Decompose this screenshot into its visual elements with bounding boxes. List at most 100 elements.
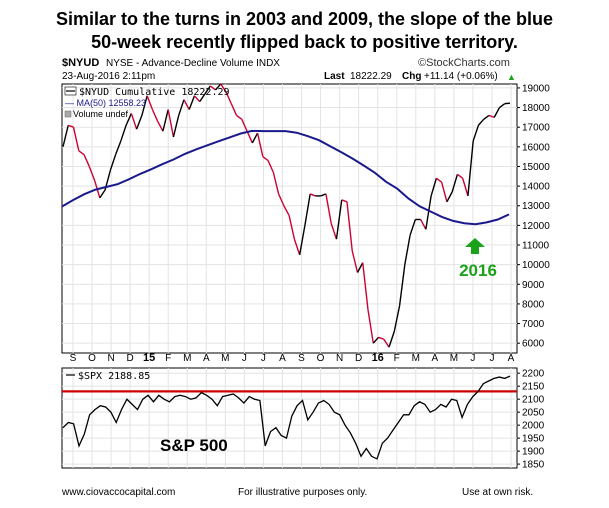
nyud-segment [456, 173, 464, 179]
x-tick-label: O [88, 353, 96, 364]
nyud-segment [109, 154, 117, 171]
y-tick-label: 16000 [522, 142, 550, 153]
nyud-segment [388, 331, 395, 348]
nyud-segment [88, 166, 96, 181]
up-arrow-icon: ▲ [507, 72, 516, 82]
brand-watermark: ©StockCharts.com [418, 57, 510, 69]
ma50-series [61, 129, 510, 226]
chg-value: +11.14 (+0.06%) [424, 71, 498, 82]
headline-line-1: Similar to the turns in 2003 and 2009, t… [55, 9, 554, 29]
nyud-segment [367, 309, 374, 344]
nyud-segment [262, 156, 269, 162]
nyud-segment [440, 181, 448, 202]
nyud-segment [446, 191, 453, 203]
exchange-description: NYSE - Advance-Decline Volume INDX [106, 58, 280, 69]
x-tick-label: F [165, 353, 171, 364]
y-tick-label: 2000 [522, 421, 545, 432]
nyud-segment [204, 85, 211, 95]
nyud-segment [325, 193, 332, 224]
main-legend: $NYUD Cumulative 18222.29— MA(50) 12558.… [64, 86, 230, 119]
nyud-segment [151, 109, 159, 122]
x-tick-label: D [355, 353, 362, 364]
y-tick-label: 1950 [522, 434, 545, 445]
spx-y-axis: 1850 1900 1950 2000 2050 2100 2150 2200 [517, 369, 545, 471]
y-tick-label: 11000 [522, 241, 550, 252]
nyud-segment [304, 193, 311, 226]
legend-swatch-volume [64, 110, 72, 118]
nyud-segment [230, 103, 238, 116]
symbol: $NYUD [62, 57, 100, 69]
nyud-segment [425, 195, 432, 230]
nyud-segment [378, 336, 385, 340]
nyud-segment [467, 140, 474, 196]
spx-legend: $SPX 2188.85 S&P 500 [66, 371, 228, 455]
nyud-segment [267, 160, 274, 173]
x-tick-label: J [261, 353, 266, 364]
x-tick-label: J [470, 353, 475, 364]
y-tick-label: 10000 [522, 260, 550, 271]
nyud-segment [256, 132, 264, 157]
legend-spx: $SPX 2188.85 [78, 371, 150, 382]
y-tick-label: 8000 [522, 299, 545, 310]
annotation-2016: 2016 [459, 261, 497, 280]
nyud-segment [288, 215, 296, 240]
ma50-line [61, 129, 510, 226]
nyud-segment [393, 305, 401, 332]
nyud-segment [193, 95, 201, 103]
nyud-segment [293, 238, 301, 256]
nyud-segment [72, 127, 80, 151]
nyud-segment [188, 95, 196, 110]
footer-note: For illustrative purposes only. [238, 487, 368, 498]
spx-series [62, 375, 511, 460]
nyud-segment [272, 172, 280, 195]
nyud-segment [241, 119, 248, 132]
nyud-segment [493, 107, 501, 118]
x-tick-label: 15 [143, 352, 155, 364]
y-tick-label: 2150 [522, 382, 545, 393]
x-tick-label: A [508, 353, 515, 364]
legend-nyud: $NYUD Cumulative 18222.29 [79, 87, 230, 98]
nyud-segment [320, 193, 327, 197]
x-tick-label: J [489, 353, 494, 364]
chg-label: Chg [402, 71, 422, 82]
nyud-segment [125, 113, 133, 126]
y-tick-label: 13000 [522, 201, 550, 212]
nyud-segment [372, 336, 380, 344]
nyud-segment [209, 85, 216, 91]
nyud-segment [162, 109, 169, 132]
chart-date: 23-Aug-2016 2:11pm [62, 71, 156, 82]
nyud-segment [499, 103, 506, 109]
nyud-segment [99, 189, 106, 199]
nyud-segment [157, 120, 164, 132]
x-tick-label: M [221, 353, 229, 364]
nyud-segment [341, 199, 348, 203]
p1-frame-rect [61, 83, 518, 354]
nyud-segment [277, 193, 285, 207]
x-axis: S O N D 15 F M A M J J A S O N D 16 F M A M J J A [70, 352, 515, 364]
x-tick-label: 16 [372, 352, 384, 364]
nyud-segment [220, 83, 227, 93]
p2-frame-rect [61, 367, 518, 469]
x-tick-label: S [70, 353, 77, 364]
main-panel-frame [61, 83, 518, 354]
nyud-segment [488, 114, 495, 119]
nyud-segment [120, 125, 127, 142]
x-tick-label: M [450, 353, 458, 364]
nyud-segment [298, 225, 306, 255]
x-tick-label: N [107, 353, 114, 364]
x-tick-label: O [317, 353, 325, 364]
footer-risk: Use at own risk. [462, 487, 534, 498]
nyud-segment [135, 115, 143, 130]
x-tick-label: A [203, 353, 210, 364]
nyud-segment [199, 93, 206, 103]
nyud-segment [483, 114, 490, 120]
nyud-segment [68, 124, 74, 128]
nyud-segment [477, 118, 485, 126]
nyud-segment [351, 250, 359, 273]
nyud-segment [172, 115, 180, 138]
nyud-segment [130, 113, 138, 130]
nyud-segment [398, 264, 406, 306]
nyud-segment [346, 201, 353, 251]
main-y-axis: 6000 7000 8000 9000 10000 11000 12000 13000 1400… [517, 83, 550, 350]
